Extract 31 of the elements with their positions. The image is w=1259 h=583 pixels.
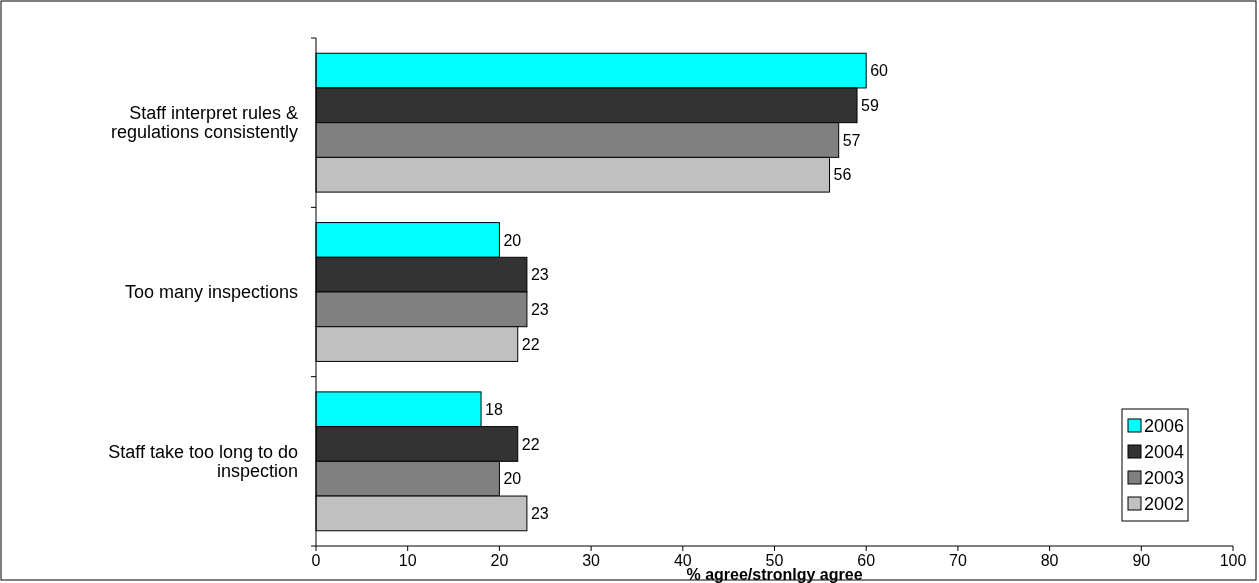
x-tick-label: 90 bbox=[1132, 551, 1151, 569]
data-label: 56 bbox=[833, 166, 852, 184]
y-tick-label: Staff take too long to do inspection bbox=[108, 442, 298, 482]
data-label: 22 bbox=[521, 335, 540, 353]
x-tick-label: 30 bbox=[582, 551, 601, 569]
legend-label: 2004 bbox=[1144, 442, 1185, 463]
legend-label: 2006 bbox=[1144, 416, 1185, 437]
x-tick-label: 70 bbox=[949, 551, 967, 569]
data-label: 59 bbox=[861, 96, 879, 114]
y-tick-label: Staff interpret rules & regulations consistently bbox=[110, 103, 298, 143]
x-tick-label: 10 bbox=[398, 551, 417, 569]
y-tick-label: Too many inspections bbox=[124, 282, 298, 303]
x-tick-label: 0 bbox=[311, 551, 321, 569]
data-label: 22 bbox=[521, 435, 540, 453]
data-label: 60 bbox=[870, 62, 889, 80]
data-label: 18 bbox=[485, 400, 503, 418]
x-tick-label: 40 bbox=[673, 551, 692, 569]
x-tick-label: 80 bbox=[1040, 551, 1059, 569]
legend-label: 2003 bbox=[1144, 468, 1185, 489]
data-label: 20 bbox=[503, 470, 522, 488]
x-tick-label: 100 bbox=[1219, 551, 1247, 569]
data-label: 23 bbox=[530, 300, 549, 318]
data-label: 23 bbox=[530, 266, 549, 284]
x-axis-title: % agree/stronlgy agree bbox=[686, 566, 863, 583]
data-label: 20 bbox=[503, 231, 522, 249]
data-label: 57 bbox=[842, 131, 861, 149]
x-tick-label: 60 bbox=[857, 551, 876, 569]
data-label: 23 bbox=[530, 505, 549, 522]
x-tick-label: 50 bbox=[765, 551, 784, 569]
x-tick-label: 20 bbox=[490, 551, 509, 569]
legend-label: 2002 bbox=[1144, 494, 1185, 515]
